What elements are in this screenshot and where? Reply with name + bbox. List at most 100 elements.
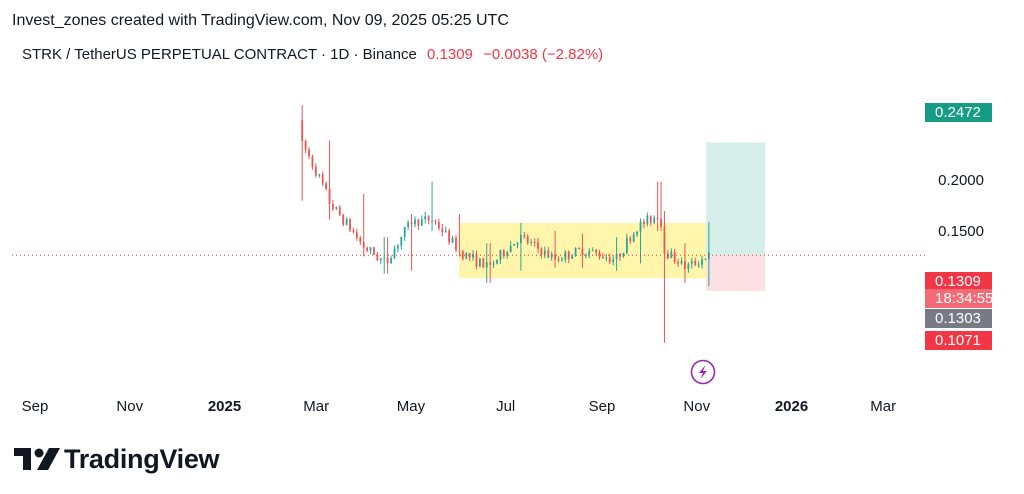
- x-tick-label: Sep: [589, 398, 616, 415]
- candle-body: [701, 259, 703, 265]
- candle-body: [308, 149, 310, 157]
- candle-body: [506, 252, 509, 256]
- symbol-name: STRK / TetherUS PERPETUAL CONTRACT · 1D …: [22, 46, 417, 63]
- symbol-legend: STRK / TetherUS PERPETUAL CONTRACT · 1D …: [22, 46, 603, 63]
- last-price-label: 0.1309: [925, 272, 992, 291]
- candle-body: [639, 221, 642, 232]
- candle-body: [581, 248, 584, 256]
- candle-body: [434, 220, 437, 223]
- candle-body: [349, 219, 351, 231]
- candle-body: [509, 245, 512, 253]
- candle-body: [547, 250, 550, 258]
- candle-body: [677, 261, 680, 264]
- candle-body: [465, 253, 468, 259]
- candle-body: [660, 218, 662, 227]
- tradingview-logo[interactable]: TradingView: [14, 442, 220, 476]
- candle-body: [390, 258, 392, 264]
- candle-body: [602, 256, 604, 259]
- candle-body: [598, 252, 601, 257]
- candle-body: [431, 220, 433, 222]
- candle-body: [612, 259, 615, 262]
- candle-body: [496, 259, 498, 264]
- candle-body: [533, 242, 536, 244]
- candle-body: [591, 249, 594, 251]
- candle-body: [578, 247, 580, 249]
- candle-body: [622, 253, 625, 257]
- candle-body: [475, 254, 478, 267]
- candle-body: [520, 234, 522, 243]
- candle-body: [338, 206, 341, 216]
- candle-body: [557, 259, 560, 261]
- candle-body: [588, 250, 591, 255]
- target-price-label: 0.2472: [925, 103, 992, 122]
- candle-body: [325, 183, 328, 189]
- candle-body: [523, 234, 526, 237]
- candle-body: [352, 230, 355, 233]
- candle-body: [526, 236, 529, 243]
- candle-body: [561, 259, 563, 261]
- candle-body: [362, 242, 365, 248]
- candle-body: [574, 247, 577, 256]
- candle-body: [479, 258, 481, 267]
- candle-body: [684, 261, 686, 269]
- candle-body: [328, 188, 331, 205]
- candle-body: [485, 262, 488, 268]
- candle-body: [420, 219, 423, 226]
- candle-body: [400, 236, 403, 246]
- x-tick-label: Mar: [870, 398, 896, 415]
- candle-body: [410, 222, 413, 225]
- price-chart[interactable]: SepNov2025MarMayJulSepNov2026Mar0.30000.…: [0, 0, 1024, 440]
- candle-body: [649, 215, 652, 223]
- tradingview-logo-icon: [14, 448, 60, 470]
- candle-body: [643, 221, 645, 224]
- candle-body: [564, 251, 567, 260]
- candle-body: [468, 253, 471, 258]
- lightning-icon: [690, 359, 716, 385]
- candle-body: [318, 174, 321, 176]
- candle-body: [513, 243, 515, 246]
- candle-body: [386, 257, 389, 264]
- x-tick-label: 2026: [775, 398, 808, 415]
- candle-body: [424, 216, 427, 220]
- candle-body: [540, 248, 543, 255]
- candle-body: [502, 250, 505, 256]
- candle-body: [632, 234, 635, 242]
- x-tick-label: 2025: [208, 398, 241, 415]
- candle-body: [472, 254, 474, 258]
- candle-body: [492, 263, 495, 265]
- candle-body: [680, 261, 683, 264]
- candle-body: [704, 259, 707, 261]
- candle-body: [366, 247, 369, 251]
- brand-name: TradingView: [64, 443, 220, 474]
- lightning-bolt: [698, 365, 707, 379]
- legend-last-price: 0.1309: [427, 46, 473, 63]
- candle-body: [355, 232, 358, 238]
- candle-body: [414, 219, 416, 225]
- x-tick-label: Sep: [22, 398, 49, 415]
- candle-body: [625, 238, 628, 254]
- candle-body: [359, 237, 362, 243]
- candle-body: [595, 249, 597, 253]
- candle-body: [461, 251, 464, 259]
- prev-close-label: 0.1303: [925, 309, 992, 328]
- x-tick-label: Mar: [303, 398, 329, 415]
- candle-body: [656, 217, 659, 219]
- candle-body: [482, 258, 485, 268]
- candle-body: [615, 253, 618, 260]
- candle-body: [653, 217, 656, 223]
- candle-body: [314, 166, 317, 176]
- axes: SepNov2025MarMayJulSepNov2026Mar0.30000.…: [22, 100, 984, 415]
- candle-body: [321, 174, 324, 184]
- countdown-label: 18:34:55: [925, 289, 993, 308]
- candle-body: [376, 254, 379, 261]
- x-tick-label: Jul: [496, 398, 515, 415]
- candle-body: [537, 242, 539, 249]
- candle-body: [332, 204, 334, 209]
- candle-body: [373, 247, 375, 255]
- candle-body: [403, 227, 406, 237]
- target-zone: [706, 142, 766, 256]
- candle-body: [694, 260, 697, 265]
- candle-body: [530, 242, 533, 244]
- candle-body: [629, 238, 632, 242]
- candle-body: [673, 251, 676, 262]
